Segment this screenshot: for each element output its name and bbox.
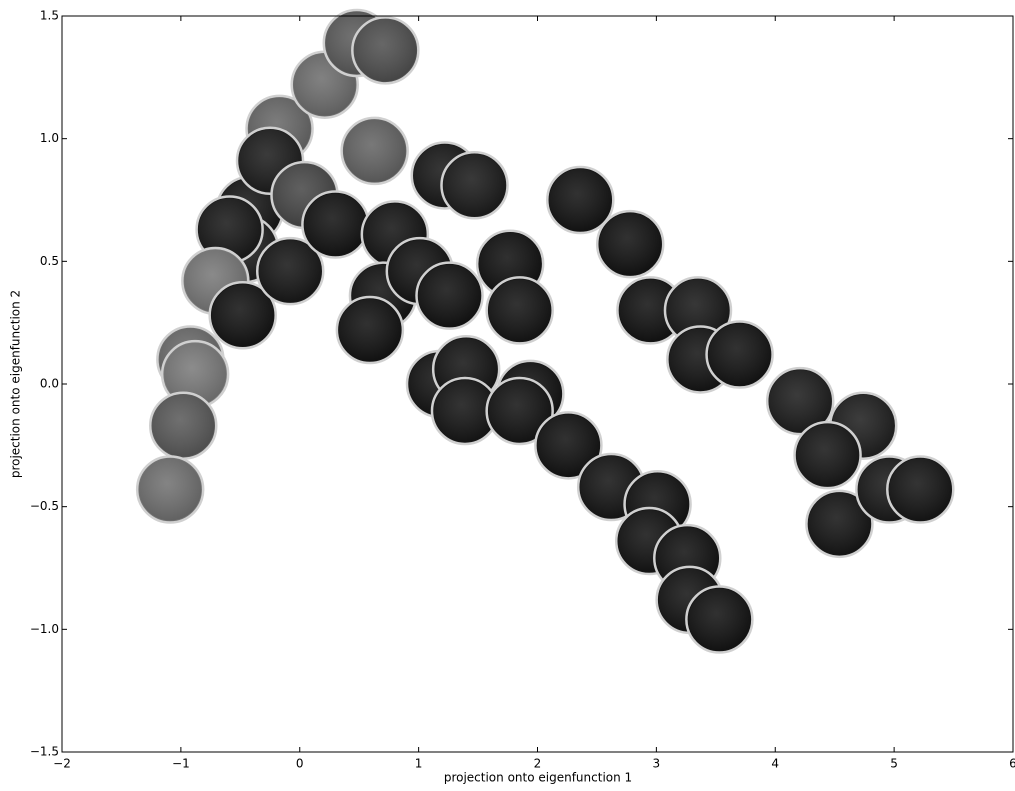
point <box>340 116 409 186</box>
y-tick-label: 1.5 <box>40 9 59 23</box>
y-tick-label: 1.0 <box>40 131 59 145</box>
x-tick-label: 2 <box>534 757 542 771</box>
x-tick-label: 6 <box>1009 757 1015 771</box>
point <box>301 190 370 259</box>
point <box>886 455 955 524</box>
points <box>135 8 955 654</box>
point <box>135 455 205 524</box>
point <box>149 391 218 460</box>
y-tick-label: 0.5 <box>40 254 59 268</box>
x-tick-label: 5 <box>890 757 898 771</box>
point <box>595 209 665 279</box>
x-tick-label: −1 <box>172 757 190 771</box>
y-axis-label: projection onto eigenfunction 2 <box>9 290 23 478</box>
point <box>685 585 754 654</box>
point <box>351 16 420 85</box>
y-tick-label: 0.0 <box>40 377 59 391</box>
point <box>335 295 405 365</box>
x-tick-label: 4 <box>771 757 779 771</box>
x-tick-label: 0 <box>296 757 304 771</box>
point <box>415 261 484 330</box>
x-axis-label: projection onto eigenfunction 1 <box>444 771 632 785</box>
point <box>485 276 554 345</box>
point <box>793 420 862 490</box>
y-tick-label: −1.0 <box>30 622 59 636</box>
point <box>705 320 774 389</box>
x-tick-label: −2 <box>53 757 71 771</box>
x-tick-label: 1 <box>415 757 423 771</box>
y-tick-label: −1.5 <box>30 745 59 759</box>
y-tick-label: −0.5 <box>30 499 59 513</box>
point <box>440 151 509 220</box>
x-tick-label: 3 <box>653 757 661 771</box>
